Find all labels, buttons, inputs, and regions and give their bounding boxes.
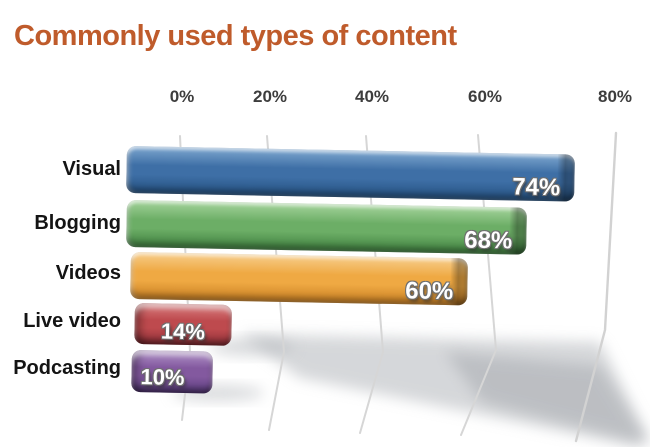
bar-podcasting: 10% <box>131 350 213 394</box>
category-label-visual: Visual <box>62 158 121 180</box>
bar-value-videos: 60% <box>405 277 454 306</box>
bar-value-live-video: 14% <box>160 318 206 345</box>
bar-videos: 60% <box>130 252 468 306</box>
bar-value-podcasting: 10% <box>140 364 185 391</box>
x-axis-tick-20: 20% <box>252 87 288 106</box>
category-label-blogging: Blogging <box>34 212 121 234</box>
shadow-under-live-video-bar <box>210 338 294 356</box>
bar-live-video: 14% <box>134 303 232 346</box>
category-label-podcasting: Podcasting <box>13 357 121 379</box>
x-axis-tick-60: 60% <box>467 87 503 106</box>
x-axis-tick-40: 40% <box>354 87 390 106</box>
gridline-80pct <box>574 131 618 443</box>
bar-value-visual: 74% <box>511 173 561 202</box>
bar-value-blogging: 68% <box>463 226 513 255</box>
bar-blogging: 68% <box>126 200 527 255</box>
category-label-videos: Videos <box>55 262 121 284</box>
x-axis-tick-80: 80% <box>597 87 633 106</box>
chart-title: Commonly used types of content <box>14 20 457 52</box>
floor-shadow-dark-streak <box>445 352 650 445</box>
x-axis-tick-0: 0% <box>169 87 195 106</box>
category-label-live-video: Live video <box>23 310 121 332</box>
bar-visual: 74% <box>126 146 575 202</box>
bar-visual-face <box>126 146 575 202</box>
